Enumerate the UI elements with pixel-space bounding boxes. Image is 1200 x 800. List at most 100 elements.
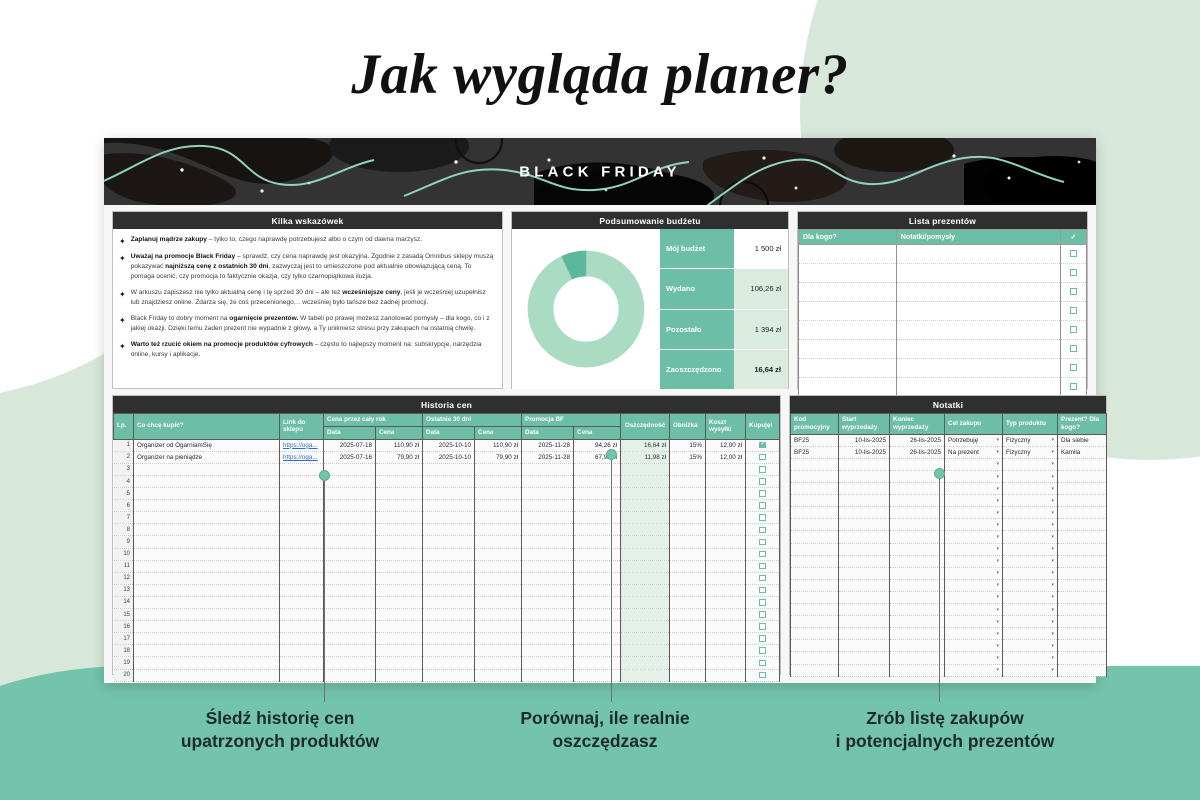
history-empty-cell[interactable]	[374, 572, 424, 585]
checkbox-icon[interactable]	[759, 490, 766, 497]
history-empty-cell[interactable]	[573, 560, 622, 573]
notes-type-cell[interactable]: Fizyczny ▾	[1002, 446, 1059, 459]
history-empty-cell[interactable]	[474, 523, 523, 537]
history-empty-cell[interactable]	[573, 608, 622, 622]
history-empty-cell[interactable]	[521, 487, 575, 501]
notes-col-type[interactable]: Typ produktu	[1002, 413, 1059, 435]
history-empty-cell[interactable]	[474, 596, 523, 610]
notes-purpose-cell[interactable]: ▾	[944, 458, 1004, 472]
history-empty-cell[interactable]	[279, 584, 324, 597]
notes-end-cell[interactable]: 26-lis-2025	[889, 434, 946, 447]
history-empty-cell[interactable]	[133, 584, 280, 597]
history-shipping-cell[interactable]	[705, 535, 747, 549]
history-saving-cell[interactable]	[620, 463, 671, 477]
history-empty-cell[interactable]	[323, 560, 376, 573]
history-col-buy[interactable]: Kupuję!	[745, 413, 781, 440]
notes-purpose-cell[interactable]: ▾	[944, 470, 1004, 484]
history-empty-cell[interactable]	[573, 475, 622, 489]
history-30-date-cell[interactable]: 2025-10-10	[422, 439, 476, 452]
checkbox-icon[interactable]	[1070, 288, 1077, 296]
table-row[interactable]: ▾ ▾	[790, 615, 1108, 629]
gift-check-cell[interactable]	[1060, 282, 1087, 302]
history-empty-cell[interactable]	[521, 596, 575, 610]
history-shipping-cell[interactable]	[705, 572, 747, 585]
notes-start-cell[interactable]	[838, 543, 891, 556]
history-shipping-cell[interactable]	[705, 487, 747, 501]
table-row[interactable]: 18	[113, 644, 781, 658]
notes-code-cell[interactable]	[790, 627, 840, 641]
history-empty-cell[interactable]	[133, 572, 280, 585]
history-empty-cell[interactable]	[521, 463, 575, 477]
history-bf-date-cell[interactable]: 2025-11-28	[521, 451, 575, 464]
gift-for-whom-cell[interactable]	[798, 263, 897, 283]
history-year-date-cell[interactable]: 2025-07-18	[323, 439, 376, 452]
table-row[interactable]: 10	[113, 548, 781, 561]
notes-gift-cell[interactable]	[1057, 639, 1108, 653]
history-empty-cell[interactable]	[422, 523, 476, 537]
notes-end-cell[interactable]	[889, 494, 946, 508]
history-empty-cell[interactable]	[133, 523, 280, 537]
history-empty-cell[interactable]	[279, 669, 324, 682]
history-discount-cell[interactable]	[669, 475, 707, 489]
notes-end-cell[interactable]	[889, 615, 946, 629]
notes-gift-cell[interactable]	[1057, 543, 1108, 556]
notes-type-cell[interactable]: ▾	[1002, 506, 1059, 520]
chevron-down-icon[interactable]: ▾	[996, 654, 1000, 661]
history-empty-cell[interactable]	[422, 463, 476, 477]
notes-end-cell[interactable]	[889, 555, 946, 568]
table-row[interactable]: 6	[113, 499, 781, 513]
gift-notes-cell[interactable]	[895, 301, 1062, 321]
history-empty-cell[interactable]	[422, 656, 476, 670]
history-empty-cell[interactable]	[323, 669, 376, 682]
gift-row[interactable]	[798, 339, 1087, 359]
notes-code-cell[interactable]: BF25	[790, 434, 840, 447]
checkbox-icon[interactable]	[1070, 345, 1077, 353]
table-row[interactable]: 5	[113, 487, 781, 501]
history-empty-cell[interactable]	[521, 572, 575, 585]
history-shipping-cell[interactable]: 12,00 zł	[705, 439, 747, 452]
gift-notes-cell[interactable]	[895, 339, 1062, 359]
notes-end-cell[interactable]	[889, 518, 946, 532]
history-buy-cell[interactable]	[745, 584, 781, 597]
gift-row[interactable]	[798, 282, 1087, 302]
notes-end-cell[interactable]	[889, 482, 946, 496]
table-row[interactable]: 11	[113, 560, 781, 573]
notes-gift-cell[interactable]: Kamila	[1057, 446, 1108, 459]
history-empty-cell[interactable]	[323, 475, 376, 489]
gift-check-cell[interactable]	[1060, 263, 1087, 283]
history-saving-cell[interactable]	[620, 487, 671, 501]
history-empty-cell[interactable]	[374, 499, 424, 513]
history-buy-cell[interactable]	[745, 487, 781, 501]
notes-start-cell[interactable]	[838, 530, 891, 544]
notes-type-cell[interactable]: ▾	[1002, 664, 1059, 677]
notes-end-cell[interactable]	[889, 651, 946, 665]
notes-body[interactable]: BF25 10-lis-2025 26-lis-2025 Potrzebuję ▾ Fiz…	[790, 434, 1108, 677]
history-empty-cell[interactable]	[374, 596, 424, 610]
chevron-down-icon[interactable]: ▾	[1051, 497, 1055, 504]
history-empty-cell[interactable]	[573, 523, 622, 537]
history-30-date-cell[interactable]: 2025-10-10	[422, 451, 476, 464]
history-empty-cell[interactable]	[521, 669, 575, 682]
history-empty-cell[interactable]	[474, 499, 523, 513]
chevron-down-icon[interactable]: ▾	[996, 558, 1000, 565]
history-empty-cell[interactable]	[422, 584, 476, 597]
notes-code-cell[interactable]	[790, 543, 840, 556]
gift-check-cell[interactable]	[1060, 244, 1087, 264]
history-discount-cell[interactable]	[669, 487, 707, 501]
chevron-down-icon[interactable]: ▾	[996, 594, 1000, 601]
history-empty-cell[interactable]	[573, 656, 622, 670]
history-buy-cell[interactable]	[745, 499, 781, 513]
history-buy-cell[interactable]	[745, 656, 781, 670]
chevron-down-icon[interactable]: ▾	[996, 582, 1000, 589]
history-sub-bf-price[interactable]: Cena	[573, 425, 622, 440]
history-empty-cell[interactable]	[573, 548, 622, 561]
notes-gift-cell[interactable]	[1057, 518, 1108, 532]
notes-purpose-cell[interactable]: Na prezent ▾	[944, 446, 1004, 459]
notes-purpose-cell[interactable]: ▾	[944, 482, 1004, 496]
table-row[interactable]: 1 Organizer od OgarniamSię https://oga... 2…	[113, 439, 781, 452]
chevron-down-icon[interactable]: ▾	[996, 449, 1000, 456]
chevron-down-icon[interactable]: ▾	[1051, 606, 1055, 613]
notes-gift-cell[interactable]	[1057, 579, 1108, 592]
history-empty-cell[interactable]	[133, 608, 280, 622]
history-buy-cell[interactable]	[745, 451, 781, 464]
